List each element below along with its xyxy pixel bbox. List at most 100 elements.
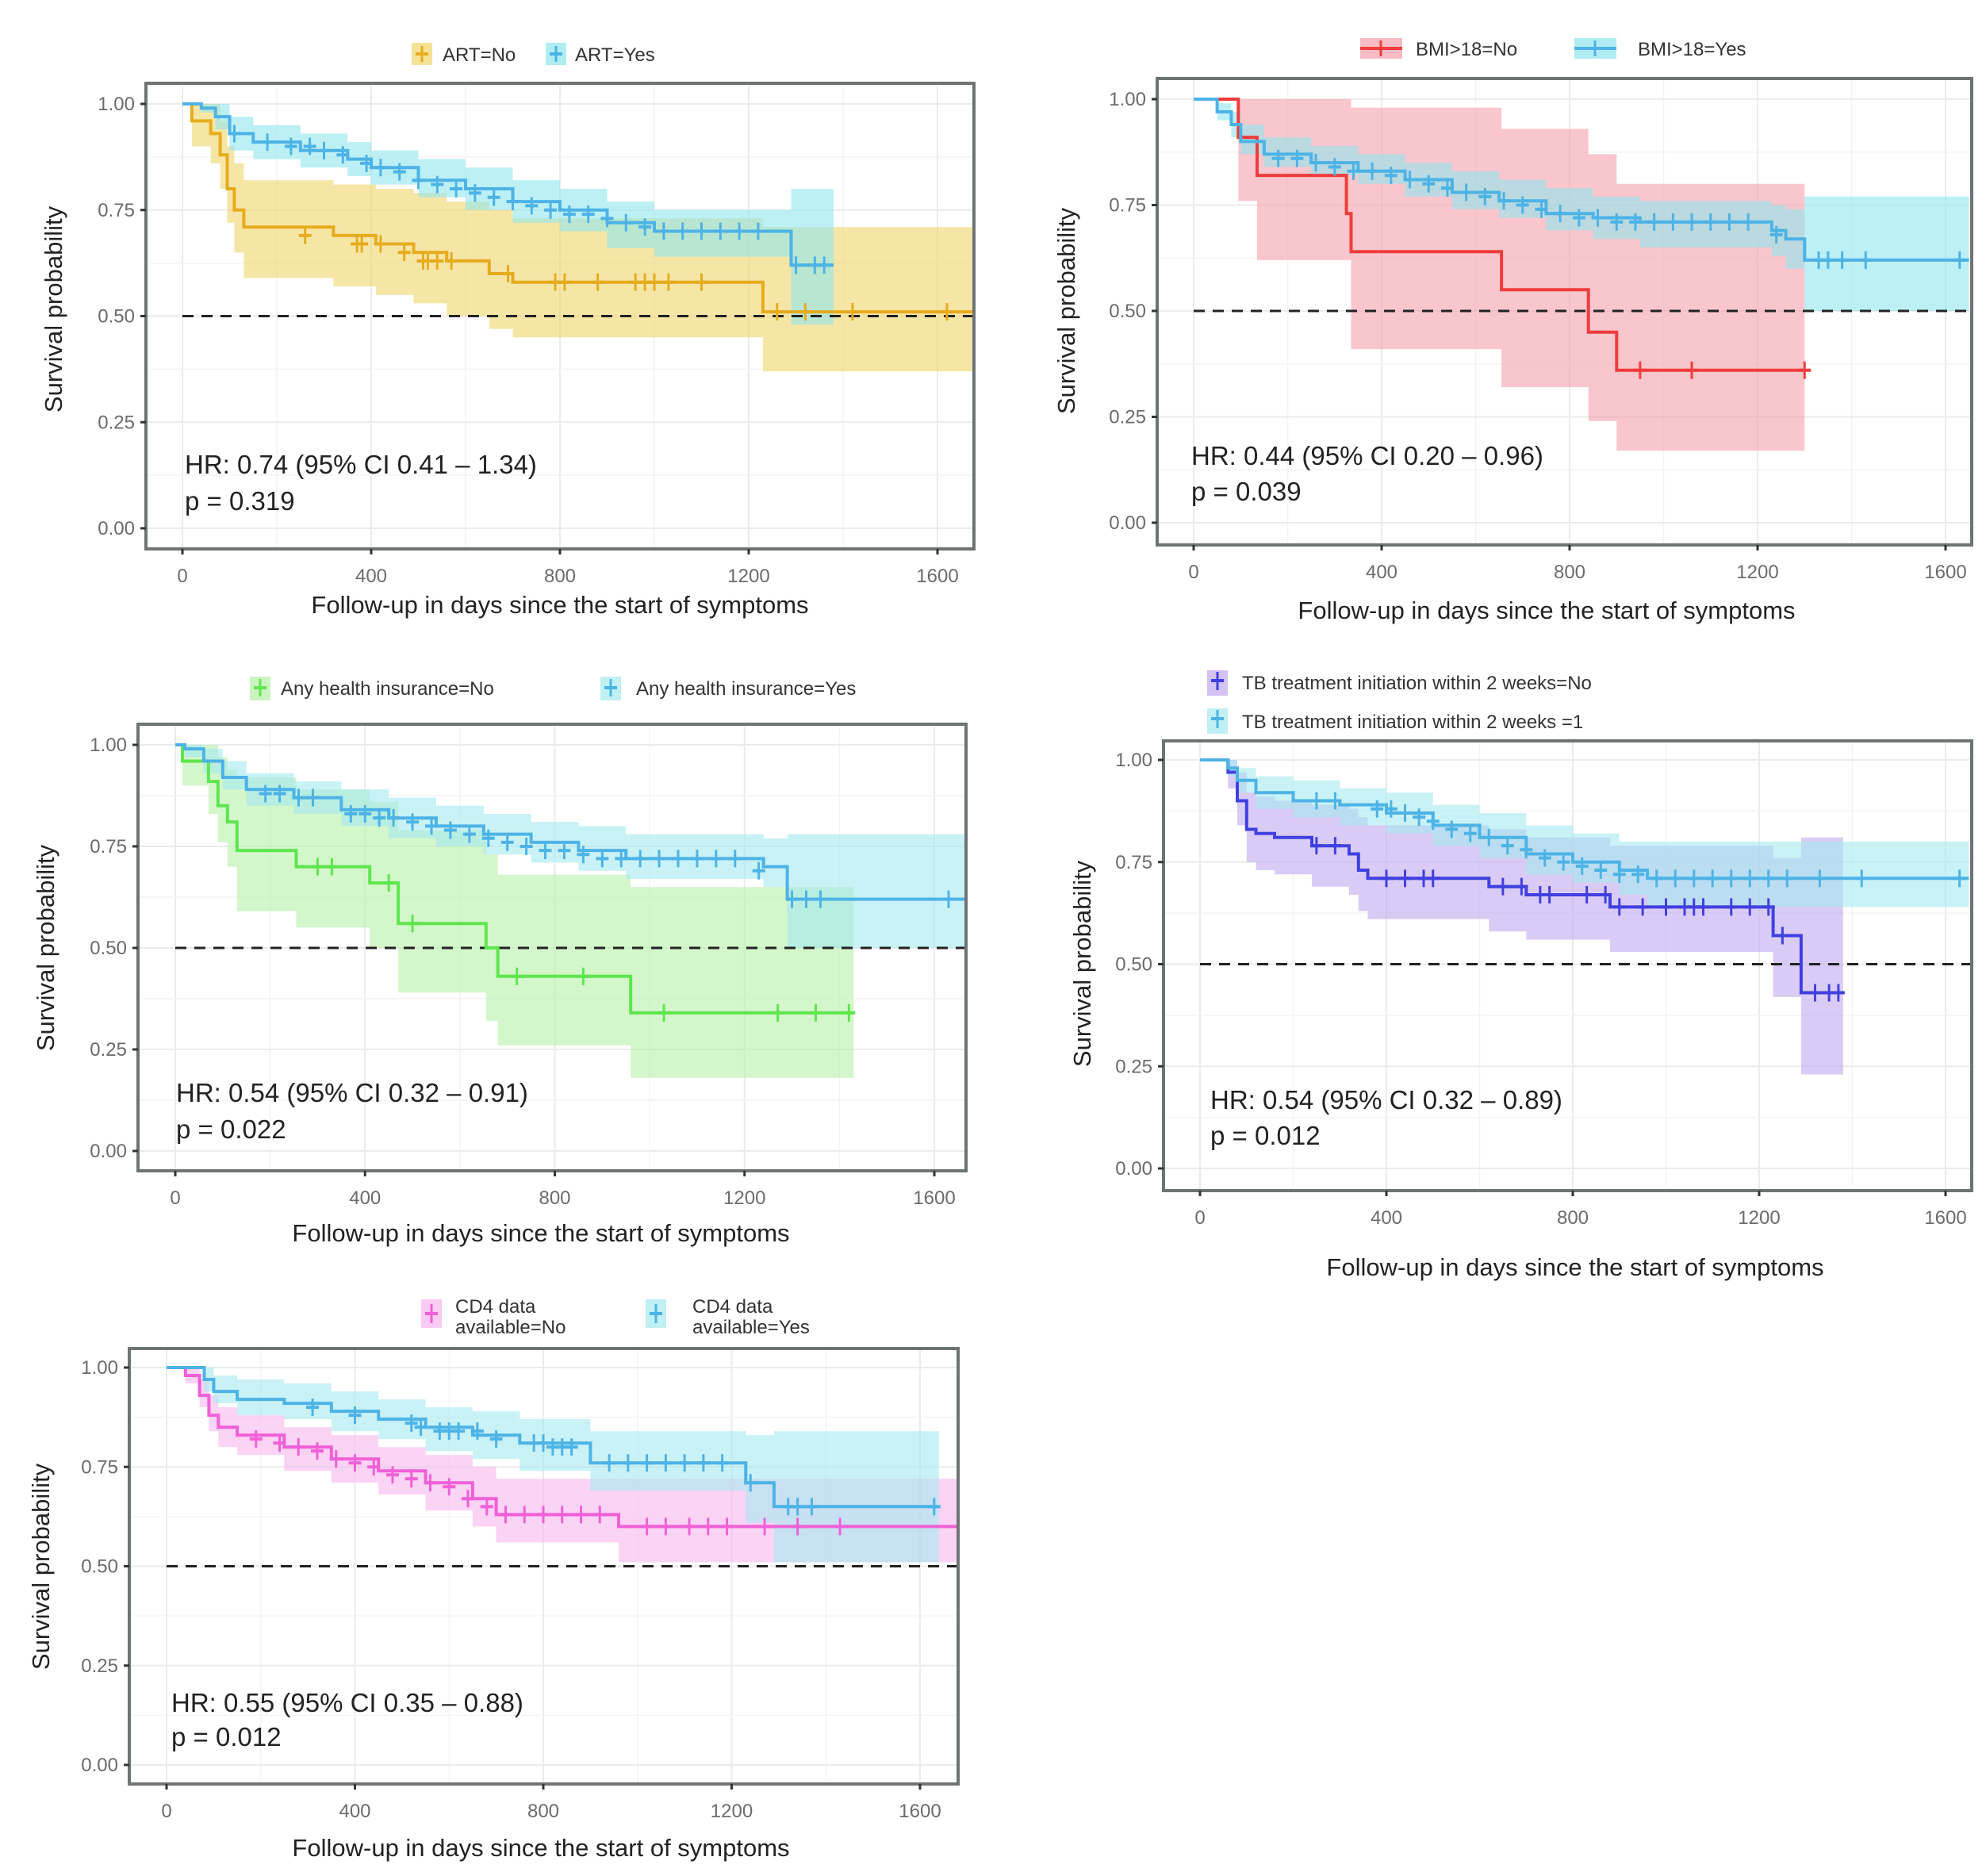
x-tick-label: 400: [339, 1801, 370, 1822]
x-axis-title: Follow-up in days since the start of sym…: [292, 1834, 789, 1862]
legend-label-0: TB treatment initiation within 2 weeks=N…: [1242, 673, 1592, 694]
hr-annotation: HR: 0.44 (95% CI 0.20 – 0.96): [1191, 441, 1543, 470]
y-tick-label: 0.50: [90, 938, 127, 959]
plot-content: [1200, 758, 1972, 1075]
plot-content: [175, 743, 966, 1078]
x-axis: 0 400 800 1200 1600: [170, 1171, 956, 1209]
legend-item-series-1: TB treatment initiation within 2 weeks =…: [1207, 708, 1583, 734]
panel-health-insurance: 0.00 0.25 0.50 0.75 1.00 0 400 800 1200 1600 Any …: [32, 677, 968, 1247]
x-tick-label: 0: [170, 1187, 180, 1209]
y-tick-label: 0.50: [98, 306, 135, 328]
plot-area: 0.00 0.25 0.50 0.75 1.00 0 400 800 1200 1600: [1115, 739, 1973, 1229]
x-tick-label: 1600: [916, 566, 958, 587]
y-tick-label: 1.00: [81, 1357, 118, 1379]
legend-label-1: BMI>18=Yes: [1638, 39, 1746, 60]
y-axis-title: Survival probability: [1052, 207, 1080, 414]
legend-label-1-line-2: available=Yes: [692, 1317, 810, 1338]
y-tick-label: 0.25: [81, 1655, 118, 1677]
legend-label-0: Any health insurance=No: [281, 678, 494, 700]
survival-curve-series-0: [167, 1366, 958, 1529]
y-axis-title: Survival probability: [27, 1463, 55, 1670]
y-tick-label: 0.25: [1115, 1056, 1152, 1077]
y-tick-label: 1.00: [90, 735, 127, 756]
confidence-band-series-1: [175, 745, 966, 948]
legend: BMI>18=No BMI>18=Yes: [1360, 38, 1746, 60]
legend-item-series-1: ART=Yes: [546, 43, 655, 66]
y-tick-label: 0.00: [98, 518, 135, 539]
x-tick-label: 800: [539, 1187, 570, 1209]
x-tick-label: 1600: [1924, 1207, 1966, 1229]
legend-label-1: TB treatment initiation within 2 weeks =…: [1242, 712, 1583, 733]
legend: CD4 data available=No CD4 data available…: [421, 1296, 810, 1338]
x-tick-label: 1200: [711, 1801, 753, 1822]
x-axis-title: Follow-up in days since the start of sym…: [311, 591, 808, 619]
x-tick-label: 1600: [899, 1801, 941, 1822]
y-tick-label: 0.75: [81, 1456, 118, 1478]
plot-area: 0.00 0.25 0.50 0.75 1.00 0 400 800 1200 1600: [1109, 77, 1973, 583]
legend-label-0-line-1: CD4 data: [455, 1296, 536, 1318]
p-value-annotation: p = 0.012: [1210, 1121, 1321, 1150]
y-tick-label: 0.50: [81, 1556, 118, 1578]
y-tick-label: 0.00: [90, 1141, 127, 1162]
hr-annotation: HR: 0.54 (95% CI 0.32 – 0.89): [1210, 1085, 1562, 1114]
x-axis-title: Follow-up in days since the start of sym…: [1326, 1253, 1823, 1281]
y-axis: 0.00 0.25 0.50 0.75 1.00: [90, 735, 138, 1162]
x-tick-label: 1200: [1736, 562, 1778, 583]
x-axis-title: Follow-up in days since the start of sym…: [292, 1219, 789, 1247]
x-tick-label: 0: [1188, 562, 1198, 583]
legend-label-1-line-1: CD4 data: [692, 1296, 773, 1318]
x-axis: 0 400 800 1200 1600: [177, 549, 959, 587]
legend-item-series-1: CD4 data available=Yes: [646, 1296, 810, 1338]
x-tick-label: 1600: [913, 1187, 955, 1209]
y-tick-label: 0.25: [1109, 407, 1146, 428]
panel-bmi: 0.00 0.25 0.50 0.75 1.00 0 400 800 1200 1600 BMI>…: [1052, 38, 1973, 624]
legend-item-series-0: BMI>18=No: [1360, 38, 1517, 60]
y-axis: 0.00 0.25 0.50 0.75 1.00: [81, 1357, 129, 1776]
y-tick-label: 0.25: [98, 412, 135, 433]
x-tick-label: 1200: [1738, 1207, 1780, 1229]
y-tick-label: 0.00: [81, 1755, 118, 1776]
x-tick-label: 400: [349, 1187, 381, 1209]
plot-area: 0.00 0.25 0.50 0.75 1.00 0 400 800 1200 1600: [81, 1347, 960, 1822]
confidence-band-series-0: [1200, 760, 1843, 1075]
survival-curve-series-0: [1194, 98, 1805, 372]
x-axis: 0 400 800 1200 1600: [1188, 545, 1967, 583]
y-tick-label: 0.75: [98, 200, 135, 221]
x-tick-label: 800: [544, 566, 576, 587]
p-value-annotation: p = 0.319: [185, 486, 295, 516]
legend-label-1: Any health insurance=Yes: [636, 678, 856, 700]
legend-label-0: ART=No: [443, 44, 516, 66]
y-tick-label: 1.00: [1115, 750, 1152, 771]
x-tick-label: 1200: [727, 566, 769, 587]
hr-annotation: HR: 0.74 (95% CI 0.41 – 1.34): [185, 450, 537, 479]
p-value-annotation: p = 0.039: [1191, 477, 1302, 506]
legend-label-0-line-2: available=No: [455, 1317, 566, 1338]
x-tick-label: 1200: [723, 1187, 765, 1209]
hr-annotation: HR: 0.55 (95% CI 0.35 – 0.88): [171, 1688, 523, 1717]
legend: TB treatment initiation within 2 weeks=N…: [1207, 670, 1592, 734]
plot-area: 0.00 0.25 0.50 0.75 1.00 0 400 800 1200 1600: [98, 82, 976, 587]
survival-curve-series-1: [1194, 98, 1969, 262]
y-tick-label: 0.50: [1115, 954, 1152, 976]
y-tick-label: 0.75: [90, 836, 127, 857]
survival-curve-series-1: [182, 102, 834, 267]
legend-item-series-0: ART=No: [412, 43, 516, 66]
legend-item-series-0: TB treatment initiation within 2 weeks=N…: [1207, 670, 1592, 696]
y-tick-label: 0.75: [1115, 852, 1152, 873]
confidence-band-series-0: [175, 745, 854, 1078]
x-tick-label: 0: [1194, 1207, 1205, 1229]
p-value-annotation: p = 0.022: [176, 1114, 286, 1144]
plot-content: [167, 1366, 958, 1765]
x-tick-label: 800: [527, 1801, 559, 1822]
y-tick-label: 0.00: [1109, 512, 1146, 534]
y-tick-label: 0.50: [1109, 301, 1146, 322]
plot-content: [1194, 98, 1972, 451]
y-tick-label: 0.00: [1115, 1158, 1152, 1180]
legend-label-0: BMI>18=No: [1416, 39, 1517, 60]
x-tick-label: 400: [1371, 1207, 1402, 1229]
legend: ART=No ART=Yes: [412, 43, 655, 66]
x-tick-label: 800: [1554, 562, 1585, 583]
plot-frame: [1162, 739, 1973, 1192]
x-tick-label: 800: [1557, 1207, 1589, 1229]
confidence-band-series-1: [1200, 760, 1969, 907]
